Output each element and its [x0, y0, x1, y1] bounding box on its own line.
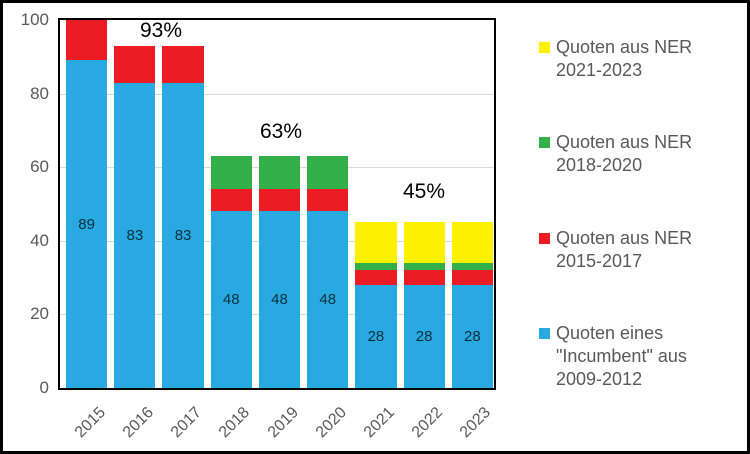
- data-label: 83: [126, 226, 144, 244]
- y-tick-label: 0: [39, 378, 49, 397]
- bar-2017: 83: [162, 20, 204, 388]
- x-tick-label: 2018: [216, 404, 254, 442]
- bar-segment: [66, 20, 108, 61]
- bar-segment: [355, 270, 397, 285]
- x-tick-label: 2019: [264, 404, 302, 442]
- y-tick-label: 20: [30, 304, 49, 324]
- bar-segment: [355, 262, 397, 271]
- data-label: 28: [415, 327, 433, 345]
- bar-segment: 28: [403, 284, 445, 388]
- bar-segment: [114, 45, 156, 83]
- percent-annotation: 63%: [259, 120, 303, 143]
- bar-segment: 48: [210, 211, 252, 388]
- bar-2016: 83: [114, 20, 156, 388]
- legend-item: Quoten aus NER 2021-2023: [539, 36, 692, 82]
- percent-annotation: 93%: [139, 19, 183, 42]
- gridline: [60, 93, 494, 95]
- bar-2023: 28: [451, 20, 493, 388]
- percent-annotation: 45%: [402, 180, 446, 203]
- x-tick-label: 2015: [71, 404, 109, 442]
- bar-segment: [451, 270, 493, 285]
- legend-swatch: [539, 328, 550, 339]
- bar-segment: 48: [307, 211, 349, 388]
- bar-2022: 28: [403, 20, 445, 388]
- bar-segment: [355, 222, 397, 263]
- legend: Quoten aus NER 2021-2023 Quoten aus NER 2…: [539, 3, 739, 451]
- x-tick-label: 2017: [167, 404, 206, 442]
- bar-segment: [210, 156, 252, 190]
- legend-item: Quoten eines "Incumbent" aus 2009-2012: [539, 322, 687, 391]
- bar-segment: [210, 189, 252, 212]
- data-label: 89: [78, 215, 95, 233]
- bar-segment: 83: [114, 82, 156, 388]
- plot-area: 89 83 83 48 48 48 28 28 28: [58, 18, 496, 390]
- legend-label: Quoten aus NER 2018-2020: [556, 132, 693, 175]
- bar-2015: 89: [66, 20, 108, 388]
- data-label: 28: [464, 327, 481, 345]
- bar-segment: [258, 189, 301, 212]
- bar-segment: [451, 262, 493, 271]
- x-tick-label: 2021: [360, 404, 398, 442]
- legend-label: Quoten aus NER 2021-2023: [556, 37, 693, 80]
- bar-segment: [258, 156, 301, 190]
- y-tick-label: 60: [30, 157, 49, 177]
- legend-swatch: [539, 233, 550, 244]
- bar-2019: 48: [258, 20, 301, 388]
- y-tick-label: 80: [30, 83, 49, 103]
- data-label: 28: [367, 327, 385, 345]
- bar-segment: [403, 270, 445, 285]
- data-label: 48: [319, 291, 337, 309]
- y-tick-label: 100: [20, 10, 49, 29]
- data-label: 48: [222, 291, 240, 309]
- bar-segment: 28: [451, 284, 493, 388]
- bar-segment: 89: [66, 60, 108, 388]
- bar-segment: 48: [258, 211, 301, 388]
- legend-label: Quoten aus NER 2015-2017: [556, 228, 693, 271]
- legend-swatch: [539, 42, 550, 53]
- x-tick-label: 2020: [312, 404, 350, 442]
- data-label: 48: [271, 291, 288, 309]
- bar-segment: 28: [355, 284, 397, 388]
- data-label: 83: [174, 226, 192, 244]
- x-tick-label: 2023: [457, 404, 495, 442]
- bar-segment: [403, 222, 445, 263]
- y-tick-label: 40: [30, 230, 49, 250]
- bar-segment: [451, 222, 493, 263]
- x-tick-label: 2016: [119, 404, 157, 442]
- bar-segment: [162, 45, 204, 83]
- bar-segment: 83: [162, 82, 204, 388]
- x-tick-label: 2022: [408, 404, 447, 442]
- bar-2018: 48: [210, 20, 252, 388]
- legend-label: Quoten eines "Incumbent" aus 2009-2012: [556, 323, 687, 389]
- bar-2021: 28: [355, 20, 397, 388]
- bar-2020: 48: [307, 20, 349, 388]
- bar-segment: [307, 189, 349, 212]
- legend-item: Quoten aus NER 2015-2017: [539, 227, 692, 273]
- legend-item: Quoten aus NER 2018-2020: [539, 131, 692, 177]
- bars-container: 89 83 83 48 48 48 28 28 28: [60, 20, 494, 388]
- bar-segment: [307, 156, 349, 190]
- legend-swatch: [539, 137, 550, 148]
- bar-segment: [403, 262, 445, 271]
